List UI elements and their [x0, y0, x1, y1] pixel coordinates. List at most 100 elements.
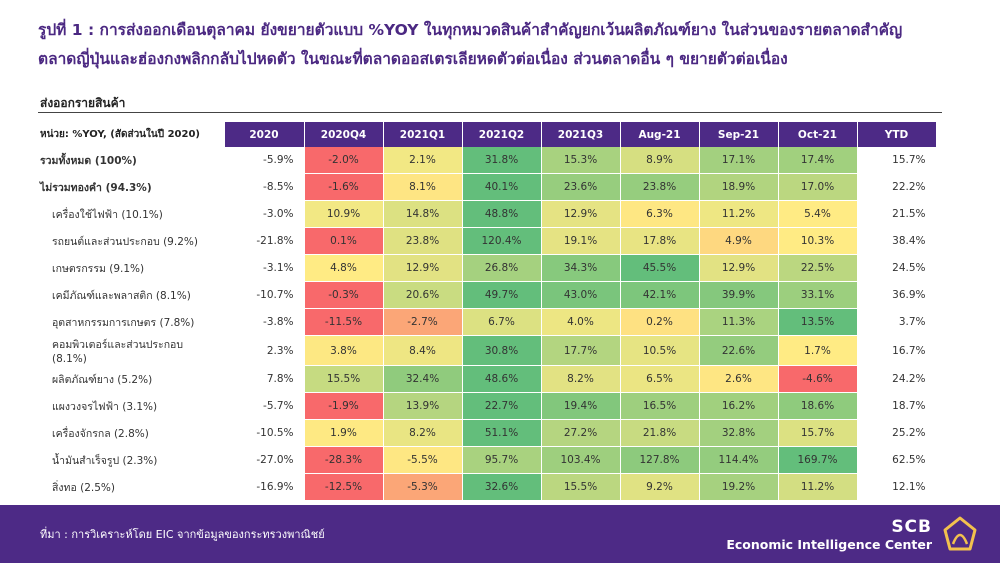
table-cell: -27.0% — [224, 446, 305, 474]
row-label: สิ่งทอ (2.5%) — [38, 473, 225, 501]
table-cell: -3.0% — [224, 200, 305, 228]
table-cell: 32.8% — [699, 419, 779, 447]
table-cell: 1.9% — [304, 419, 384, 447]
section-title: ส่งออกรายสินค้า — [40, 96, 126, 110]
table-cell: 18.7% — [857, 392, 937, 420]
table-cell: 22.5% — [778, 254, 858, 282]
table-cell: 8.1% — [383, 173, 463, 201]
row-label: รถยนต์และส่วนประกอบ (9.2%) — [38, 227, 225, 255]
table-cell: -21.8% — [224, 227, 305, 255]
table-cell: 7.8% — [224, 365, 305, 393]
figure-title: รูปที่ 1 : การส่งออกเดือนตุลาคม ยังขยายต… — [38, 16, 978, 74]
table-cell: -10.7% — [224, 281, 305, 309]
table-cell: 10.3% — [778, 227, 858, 255]
table-cell: 24.5% — [857, 254, 937, 282]
table-cell: 8.2% — [383, 419, 463, 447]
table-cell: 51.1% — [462, 419, 542, 447]
table-cell: 6.7% — [462, 308, 542, 336]
table-cell: 0.1% — [304, 227, 384, 255]
table-cell: 14.8% — [383, 200, 463, 228]
table-cell: 2.3% — [224, 335, 305, 366]
table-cell: 6.5% — [620, 365, 700, 393]
table-cell: 9.2% — [620, 473, 700, 501]
table-cell: 95.7% — [462, 446, 542, 474]
table-cell: -5.9% — [224, 147, 305, 174]
table-cell: 18.9% — [699, 173, 779, 201]
table-cell: 169.7% — [778, 446, 858, 474]
table-cell: 22.7% — [462, 392, 542, 420]
table-cell: -16.9% — [224, 473, 305, 501]
table-cell: 33.1% — [778, 281, 858, 309]
table-cell: 6.3% — [620, 200, 700, 228]
column-header: Oct-21 — [778, 122, 858, 147]
table-cell: 4.9% — [699, 227, 779, 255]
column-header: 2020Q4 — [304, 122, 384, 147]
table-cell: -1.9% — [304, 392, 384, 420]
column-header: Sep-21 — [699, 122, 779, 147]
table-cell: 120.4% — [462, 227, 542, 255]
table-cell: -4.6% — [778, 365, 858, 393]
section-divider — [38, 112, 942, 113]
column-header: 2021Q3 — [541, 122, 621, 147]
table-cell: 12.9% — [699, 254, 779, 282]
table-cell: 32.6% — [462, 473, 542, 501]
table-cell: -5.7% — [224, 392, 305, 420]
table-cell: 13.9% — [383, 392, 463, 420]
table-cell: 16.7% — [857, 335, 937, 366]
table-cell: 12.9% — [541, 200, 621, 228]
table-cell: 11.2% — [778, 473, 858, 501]
table-cell: 8.9% — [620, 147, 700, 174]
table-cell: -10.5% — [224, 419, 305, 447]
table-cell: 32.4% — [383, 365, 463, 393]
table-cell: 127.8% — [620, 446, 700, 474]
row-label: เครื่องใช้ไฟฟ้า (10.1%) — [38, 200, 225, 228]
table-cell: 22.6% — [699, 335, 779, 366]
table-cell: 15.3% — [541, 147, 621, 174]
brand-subtitle: Economic Intelligence Center — [726, 537, 932, 552]
table-row: ผลิตภัณฑ์ยาง (5.2%) 7.8% 15.5% 32.4% 48.6% 8.… — [38, 365, 937, 393]
table-cell: 17.7% — [541, 335, 621, 366]
table-cell: 27.2% — [541, 419, 621, 447]
table-cell: 23.8% — [383, 227, 463, 255]
table-row: น้ำมันสำเร็จรูป (2.3%) -27.0% -28.3% -5.5% 9… — [38, 446, 937, 474]
title-line-2: ตลาดญี่ปุ่นและฮ่องกงพลิกกลับไปหดตัว ในขณ… — [38, 50, 788, 68]
table-cell: 10.5% — [620, 335, 700, 366]
table-cell: 43.0% — [541, 281, 621, 309]
brand-block: SCB Economic Intelligence Center — [726, 517, 932, 552]
row-label: เคมีภัณฑ์และพลาสติก (8.1%) — [38, 281, 225, 309]
row-label: ไม่รวมทองคำ (94.3%) — [38, 173, 225, 201]
source-note: ที่มา : การวิเคราะห์โดย EIC จากข้อมูลของ… — [40, 528, 325, 541]
table-cell: -8.5% — [224, 173, 305, 201]
table-cell: 45.5% — [620, 254, 700, 282]
row-label: รวมทั้งหมด (100%) — [38, 147, 225, 174]
table-row: สิ่งทอ (2.5%) -16.9% -12.5% -5.3% 32.6% 15.5%… — [38, 473, 937, 501]
table-body: รวมทั้งหมด (100%) -5.9% -2.0% 2.1% 31.8% 15.3… — [38, 147, 937, 501]
row-label: แผงวงจรไฟฟ้า (3.1%) — [38, 392, 225, 420]
table-cell: 16.2% — [699, 392, 779, 420]
export-heatmap-table: หน่วย: %YOY, (สัดส่วนในปี 2020) 2020 202… — [38, 122, 937, 501]
table-cell: 19.1% — [541, 227, 621, 255]
table-cell: 40.1% — [462, 173, 542, 201]
table-cell: 2.1% — [383, 147, 463, 174]
table-cell: 39.9% — [699, 281, 779, 309]
row-label: ผลิตภัณฑ์ยาง (5.2%) — [38, 365, 225, 393]
table-cell: 18.6% — [778, 392, 858, 420]
table-cell: 19.4% — [541, 392, 621, 420]
table-cell: -3.1% — [224, 254, 305, 282]
table-cell: 15.5% — [541, 473, 621, 501]
table-cell: 17.0% — [778, 173, 858, 201]
table-cell: 15.7% — [778, 419, 858, 447]
table-cell: 36.9% — [857, 281, 937, 309]
table-cell: 48.6% — [462, 365, 542, 393]
row-label: อุตสาหกรรมการเกษตร (7.8%) — [38, 308, 225, 336]
table-cell: 48.8% — [462, 200, 542, 228]
table-cell: 0.2% — [620, 308, 700, 336]
title-line-1: รูปที่ 1 : การส่งออกเดือนตุลาคม ยังขยายต… — [38, 21, 903, 39]
column-header: Aug-21 — [620, 122, 700, 147]
table-cell: 17.1% — [699, 147, 779, 174]
table-row: รวมทั้งหมด (100%) -5.9% -2.0% 2.1% 31.8% 15.3… — [38, 147, 937, 174]
table-row: เกษตรกรรม (9.1%) -3.1% 4.8% 12.9% 26.8% 34.3%… — [38, 254, 937, 282]
row-label: คอมพิวเตอร์และส่วนประกอบ (8.1%) — [38, 335, 225, 366]
table-row: รถยนต์และส่วนประกอบ (9.2%) -21.8% 0.1% 23.8… — [38, 227, 937, 255]
brand-name: SCB — [891, 517, 932, 537]
